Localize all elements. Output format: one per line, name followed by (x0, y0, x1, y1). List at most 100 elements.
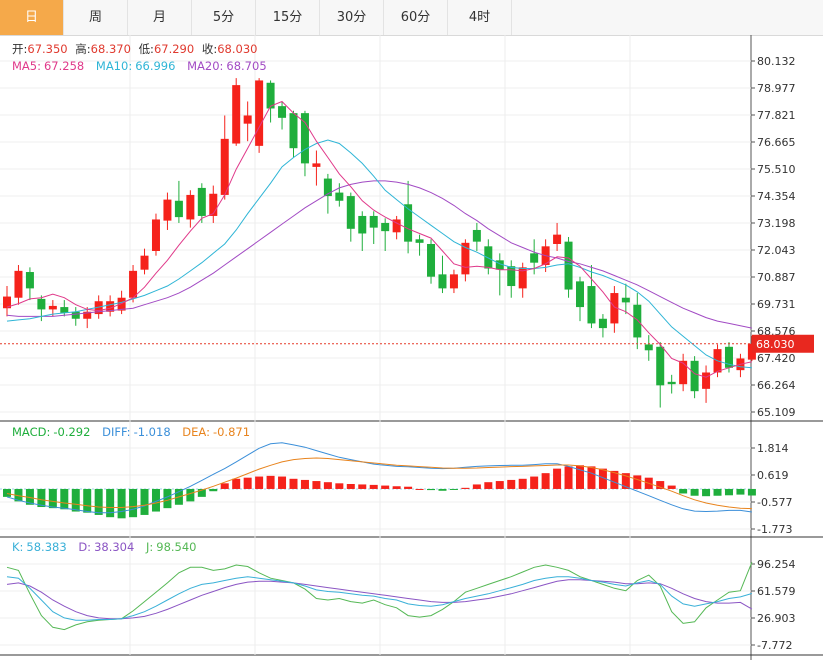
candle-body-65 (747, 343, 756, 360)
macd-bar-50 (576, 465, 584, 489)
ma20-value: 68.705 (226, 59, 266, 73)
candle-body-26 (300, 113, 309, 164)
j-value: 98.540 (156, 540, 196, 554)
tab-7[interactable]: 4时 (448, 0, 512, 35)
dea-value: -0.871 (213, 425, 250, 439)
macd-bar-48 (553, 468, 562, 489)
macd-bar-41 (472, 484, 481, 489)
last-price-badge (752, 334, 814, 353)
candle-body-16 (186, 194, 195, 220)
price-tick-label-12: 66.264 (757, 379, 796, 392)
last-price-value: 68.030 (756, 338, 795, 351)
tab-5[interactable]: 30分 (320, 0, 384, 35)
tab-4[interactable]: 15分 (256, 0, 320, 35)
candle-body-42 (484, 246, 493, 269)
candle-body-8 (94, 301, 103, 315)
j-label: J: (145, 540, 153, 554)
candle-body-23 (266, 82, 275, 109)
candle-body-32 (369, 215, 378, 228)
macd-bar-44 (507, 479, 516, 489)
macd-bar-21 (243, 477, 252, 489)
macd-bar-55 (633, 475, 642, 489)
candle-body-45 (518, 267, 527, 289)
candle-body-31 (358, 215, 367, 234)
candle-body-40 (461, 242, 470, 275)
candle-body-41 (472, 229, 481, 242)
high-label: 高: (75, 42, 90, 56)
macd-bar-33 (381, 485, 390, 489)
diff-value: -1.018 (134, 425, 171, 439)
candle-body-2 (25, 272, 34, 289)
candle-body-52 (598, 318, 607, 329)
candle-body-38 (438, 274, 447, 289)
macd-bar-11 (129, 488, 138, 518)
k-value: 58.383 (26, 540, 66, 554)
macd-bar-40 (461, 487, 470, 489)
ma5-value: 67.258 (44, 59, 84, 73)
ma10-line (6, 139, 752, 369)
macd-bar-43 (495, 481, 504, 489)
candle-body-58 (667, 381, 676, 385)
price-tick-label-0: 80.132 (757, 55, 796, 68)
price-tick-label-4: 75.510 (757, 163, 796, 176)
candle-body-4 (48, 305, 57, 310)
macd-bar-23 (266, 475, 275, 489)
candle-body-28 (323, 178, 332, 197)
candle-body-21 (243, 115, 252, 124)
price-tick-label-2: 77.821 (757, 109, 796, 122)
macd-bar-60 (690, 488, 699, 496)
candle-body-37 (427, 243, 436, 277)
price-tick-label-1: 78.977 (757, 82, 796, 95)
candle-body-20 (232, 85, 241, 144)
price-tick-label-6: 73.198 (757, 217, 796, 230)
price-tick-label-7: 72.043 (757, 244, 796, 257)
macd-bar-38 (438, 488, 447, 491)
candle-body-17 (197, 187, 206, 216)
tab-0[interactable]: 日 (0, 0, 64, 35)
tab-6[interactable]: 60分 (384, 0, 448, 35)
macd-bar-39 (449, 488, 458, 490)
macd-bar-13 (151, 488, 160, 512)
close-value: 68.030 (217, 42, 257, 56)
tab-3[interactable]: 5分 (192, 0, 256, 35)
tab-1[interactable]: 周 (64, 0, 128, 35)
low-label: 低: (139, 42, 154, 56)
macd-bar-47 (541, 473, 550, 489)
macd-bar-24 (278, 476, 287, 489)
candle-body-57 (656, 346, 665, 386)
macd-bar-9 (106, 488, 115, 518)
macd-bar-52 (598, 468, 607, 489)
macd-bar-22 (255, 476, 264, 489)
macd-bar-35 (404, 486, 413, 489)
candle-body-27 (312, 163, 321, 167)
macd-bar-46 (530, 476, 539, 489)
ohlc-info: 开:67.350 高:68.370 低:67.290 收:68.030 (12, 42, 257, 56)
kdj-d-line (6, 579, 753, 620)
candle-body-36 (415, 239, 424, 243)
kdj-k-line (6, 576, 753, 621)
open-label: 开: (12, 42, 27, 56)
candle-body-18 (209, 193, 218, 216)
price-tick-label-13: 65.109 (757, 406, 796, 419)
candle-body-30 (346, 196, 355, 229)
candle-body-35 (404, 204, 413, 242)
chart-area: 80.132 78.977 77.821 76.665 75.510 74.354 73.1… (0, 35, 823, 660)
close-label: 收: (202, 42, 217, 56)
macd-bar-2 (25, 488, 34, 505)
ma20-legend: MA20: (187, 59, 223, 73)
macd-bar-26 (300, 479, 309, 489)
macd-bar-32 (369, 484, 378, 489)
candle-body-49 (564, 241, 573, 290)
macd-bar-37 (427, 488, 436, 491)
candle-body-61 (702, 372, 711, 389)
macd-legend: MACD: -0.292 DIFF: -1.018 DEA: -0.871 (12, 425, 250, 439)
macd-bar-45 (518, 478, 527, 489)
macd-bar-30 (346, 483, 355, 489)
period-tabs: 日周月 5分 15分 30分 60分 4时 (0, 0, 823, 36)
candle-body-7 (83, 311, 92, 319)
macd-label: MACD: (12, 425, 50, 439)
macd-bar-58 (667, 485, 676, 489)
tab-2[interactable]: 月 (128, 0, 192, 35)
price-tick-label-8: 70.887 (757, 271, 796, 284)
kdj-tick-label-1: 61.579 (757, 585, 796, 598)
